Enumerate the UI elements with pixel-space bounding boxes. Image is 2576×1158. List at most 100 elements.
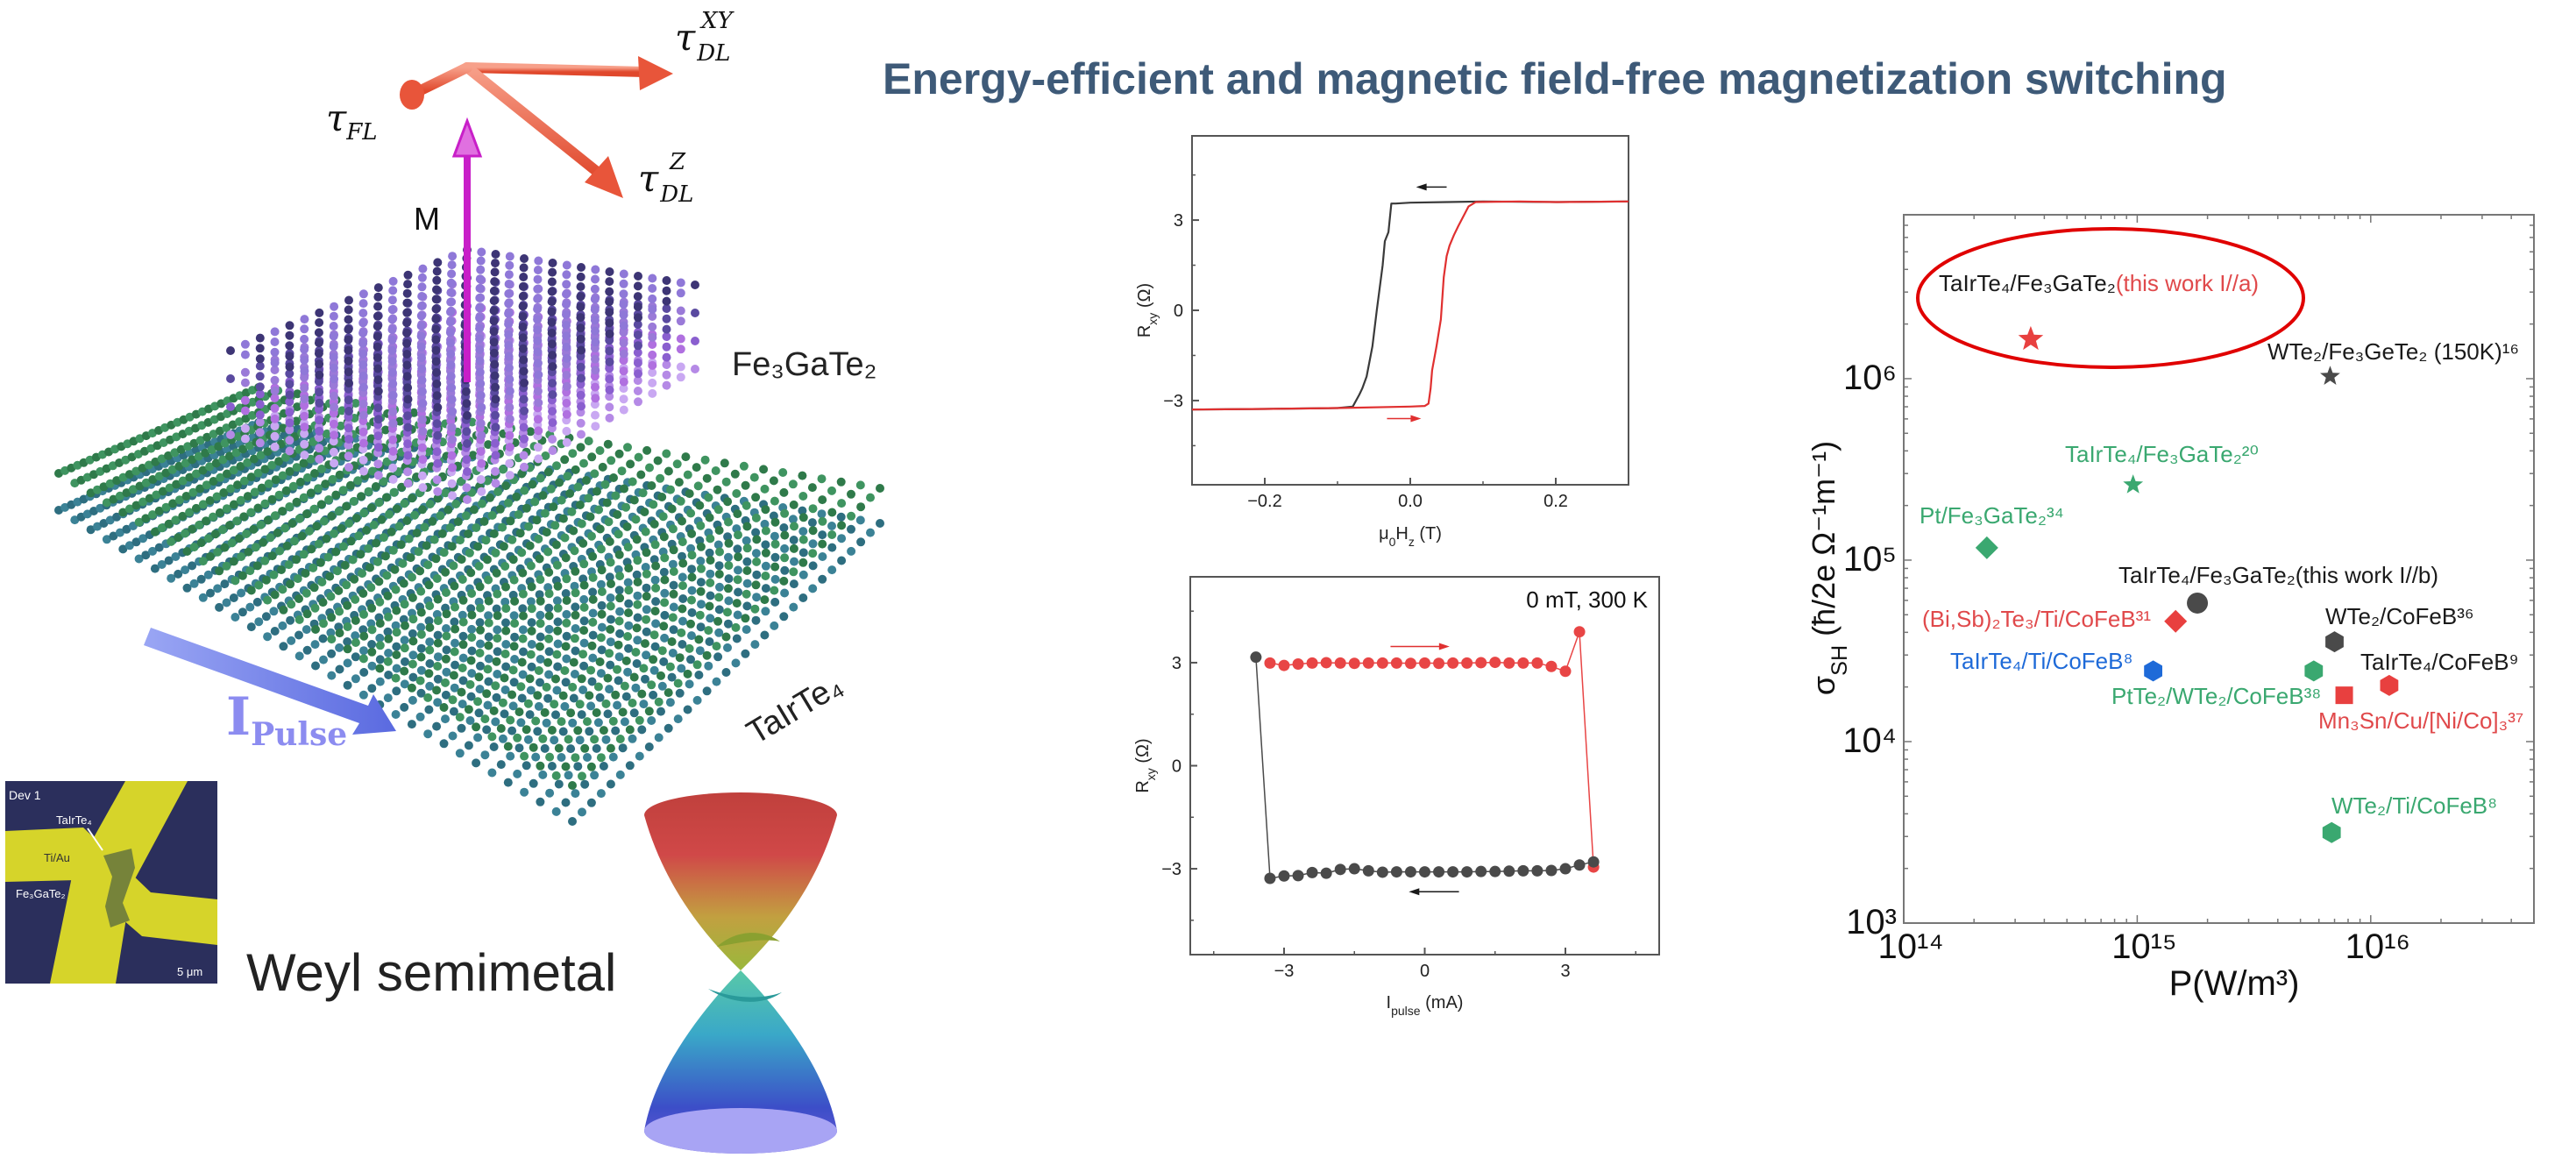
lattice-atom: [328, 474, 337, 484]
lattice-atom: [240, 378, 250, 387]
lattice-atom: [445, 328, 455, 337]
lattice-atom: [237, 588, 246, 598]
lattice-atom: [636, 470, 646, 480]
lattice-atom: [157, 523, 167, 533]
lattice-atom: [246, 472, 256, 482]
lattice-atom: [484, 654, 493, 664]
lattice-atom: [358, 338, 368, 348]
lattice-atom: [576, 418, 585, 428]
lattice-atom: [615, 593, 625, 603]
lattice-atom: [642, 605, 651, 615]
lattice-atom: [358, 455, 368, 465]
data-point-label: PtTe₂/WTe₂/CoFeB³⁸: [2111, 683, 2321, 709]
lattice-atom: [687, 551, 697, 560]
lattice-atom: [246, 622, 256, 632]
lattice-atom: [619, 384, 628, 394]
lattice-atom: [522, 725, 531, 735]
lattice-atom: [579, 626, 589, 636]
lattice-atom: [255, 438, 265, 448]
lattice-atom: [382, 457, 392, 466]
lattice-atom: [343, 644, 352, 654]
lattice-atom: [818, 539, 827, 549]
lattice-atom: [676, 345, 685, 354]
lattice-atom: [255, 410, 265, 420]
lattice-atom: [761, 607, 770, 616]
lattice-atom: [734, 530, 742, 540]
lattice-atom: [220, 543, 230, 552]
lattice-atom: [647, 680, 656, 690]
lattice-atom: [660, 598, 670, 607]
lattice-atom: [222, 504, 231, 514]
lattice-atom: [547, 307, 557, 316]
lattice-atom: [285, 408, 295, 417]
label-segment: σ: [1806, 676, 1842, 695]
lattice-atom: [432, 367, 441, 377]
lattice-atom: [742, 579, 752, 588]
torque-symbol: τ: [326, 96, 347, 139]
lattice-atom: [538, 491, 548, 501]
lattice-atom: [403, 280, 413, 289]
lattice-atom: [637, 725, 647, 735]
lattice-atom: [358, 690, 368, 700]
lattice-atom: [667, 637, 677, 646]
lattice-atom: [770, 574, 780, 584]
data-point-hexagon: [2322, 821, 2341, 843]
lattice-atom: [150, 527, 160, 536]
lattice-atom: [723, 619, 733, 629]
lattice-atom: [403, 270, 413, 280]
lattice-atom: [168, 499, 178, 508]
torque-superscript: Z: [669, 149, 686, 175]
lattice-atom: [552, 560, 562, 570]
lattice-atom: [154, 506, 164, 515]
lattice-atom: [536, 610, 545, 620]
lower-cone: [644, 970, 837, 1154]
lattice-atom: [687, 529, 697, 538]
lattice-atom: [278, 471, 287, 480]
lattice-atom: [344, 335, 353, 345]
lattice-atom: [669, 589, 678, 599]
lattice-atom: [358, 371, 368, 380]
lattice-atom: [300, 355, 309, 365]
lattice-atom: [315, 416, 324, 425]
label-text: WTe₂/Ti/CoFeB⁸: [2331, 792, 2497, 819]
lattice-atom: [362, 526, 371, 535]
lattice-atom: [500, 709, 509, 719]
magnetization-arrow: [451, 117, 483, 382]
lattice-atom: [445, 317, 455, 327]
lattice-atom: [220, 579, 230, 589]
lattice-atom: [476, 639, 485, 649]
lattice-atom: [780, 508, 790, 518]
lattice-atom: [808, 504, 818, 514]
lattice-atom: [587, 531, 596, 541]
lattice-atom: [520, 406, 529, 416]
lattice-atom: [614, 586, 624, 595]
lattice-atom: [503, 742, 513, 751]
lattice-atom: [534, 454, 543, 464]
lattice-atom: [706, 569, 715, 579]
lattice-atom: [741, 614, 750, 623]
lattice-atom: [165, 483, 174, 493]
lattice-atom: [391, 621, 401, 630]
data-point: [1362, 657, 1374, 669]
lattice-atom: [431, 295, 441, 304]
lattice-atom: [876, 519, 884, 528]
lattice-atom: [211, 458, 221, 468]
lattice-atom: [350, 574, 359, 584]
lattice-atom: [285, 390, 295, 400]
lattice-atom: [379, 533, 388, 543]
lattice-atom: [606, 743, 615, 753]
lattice-atom: [364, 543, 373, 553]
lattice-atom: [226, 430, 235, 439]
data-point-label: TaIrTe₄/Ti/CoFeB⁸: [1950, 648, 2132, 674]
lattice-atom: [665, 662, 675, 671]
lattice-atom: [818, 530, 827, 540]
lattice-atom: [648, 340, 657, 349]
lattice-atom: [827, 522, 836, 530]
lattice-atom: [306, 454, 316, 464]
lattice-atom: [640, 508, 649, 516]
lattice-atom: [451, 624, 460, 634]
lattice-atom: [475, 274, 485, 284]
lattice-atom: [416, 652, 426, 662]
lattice-atom: [543, 467, 553, 477]
lattice-atom: [358, 360, 368, 370]
